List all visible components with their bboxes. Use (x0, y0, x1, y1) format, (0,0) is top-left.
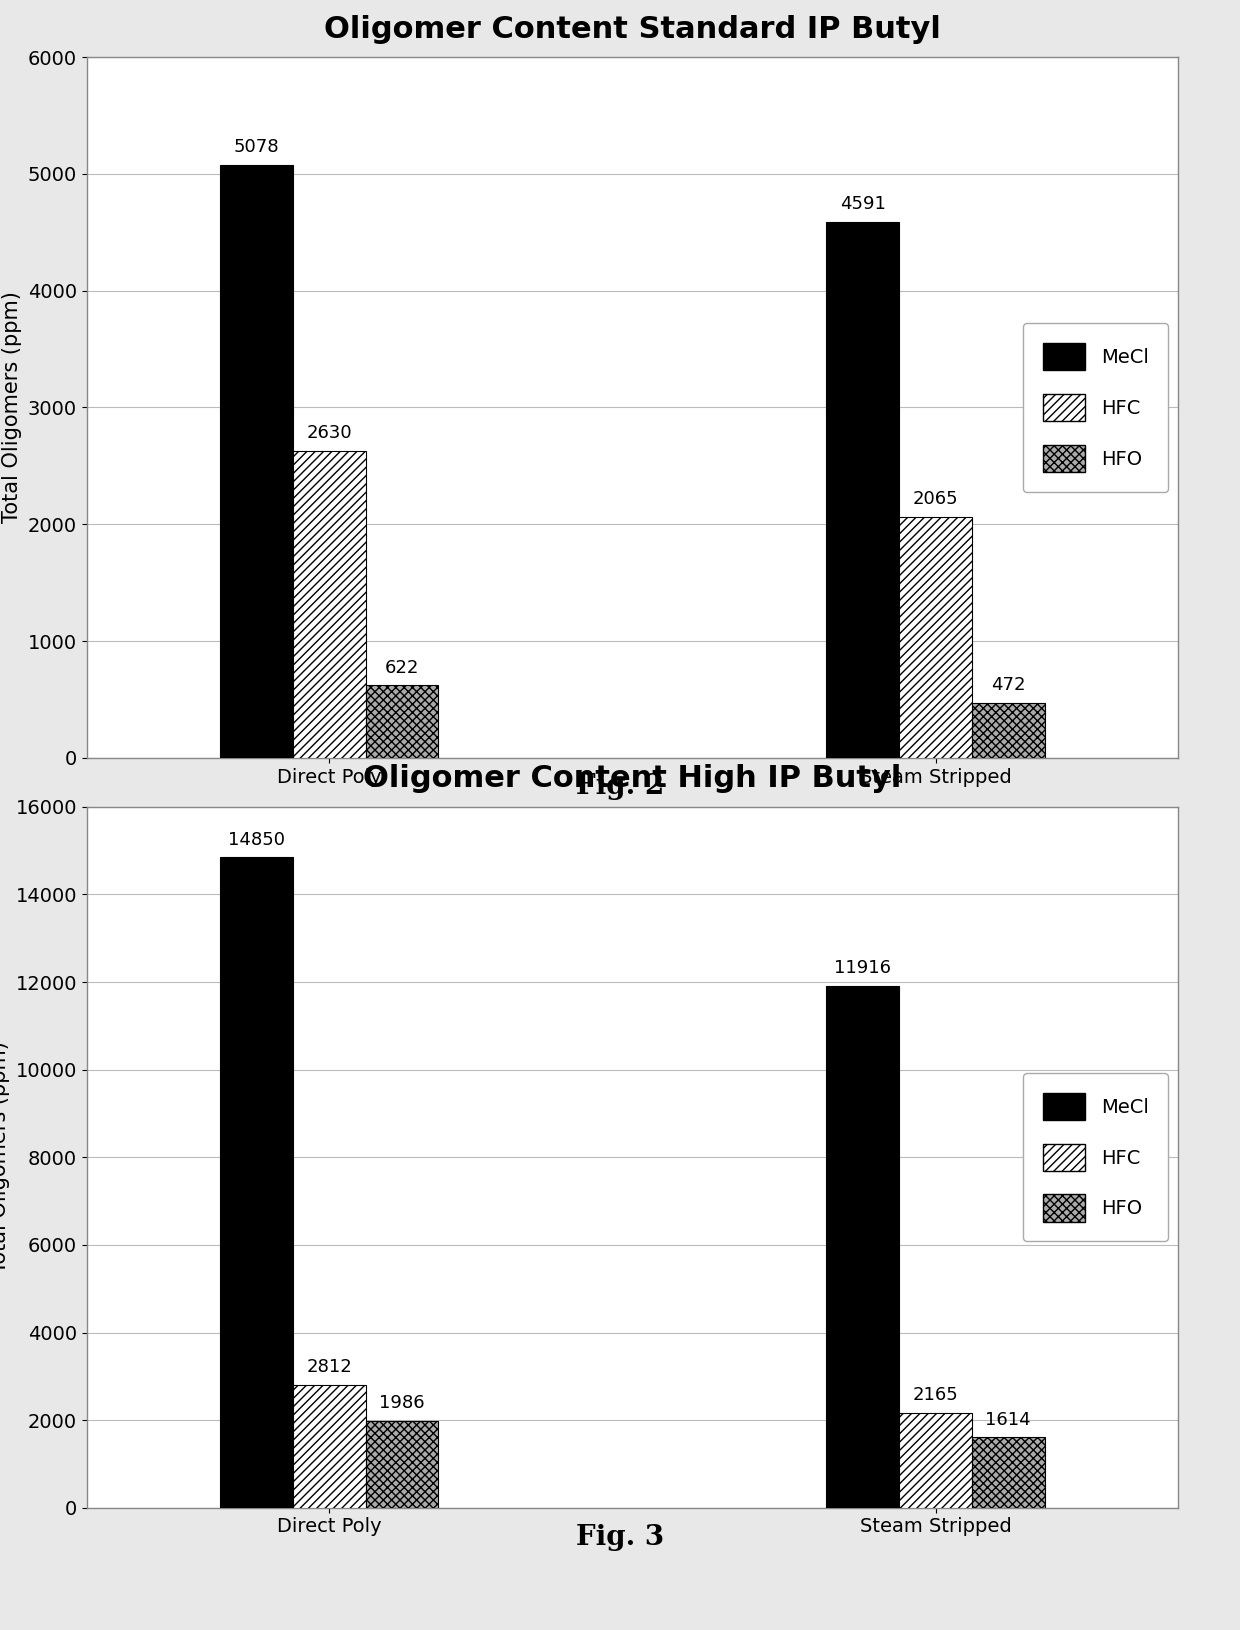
Text: 2065: 2065 (913, 491, 959, 509)
Bar (899, 517, 972, 758)
Text: 2812: 2812 (306, 1358, 352, 1376)
Bar (221, 857, 293, 1508)
Bar (221, 165, 293, 758)
Text: 5078: 5078 (233, 139, 279, 156)
Bar (293, 452, 366, 758)
Text: 1986: 1986 (379, 1394, 425, 1412)
Legend: MeCl, HFC, HFO: MeCl, HFC, HFO (1023, 1073, 1168, 1242)
Text: 472: 472 (991, 676, 1025, 694)
Text: 2165: 2165 (913, 1387, 959, 1405)
Title: Oligomer Content High IP Butyl: Oligomer Content High IP Butyl (363, 764, 901, 794)
Bar (972, 703, 1044, 758)
Text: 14850: 14850 (228, 831, 285, 849)
Y-axis label: Total Oligomers (ppm): Total Oligomers (ppm) (2, 292, 22, 523)
Bar (972, 1438, 1044, 1508)
Bar (366, 685, 439, 758)
Text: 622: 622 (384, 659, 419, 676)
Text: 2630: 2630 (306, 424, 352, 442)
Text: 1614: 1614 (986, 1410, 1032, 1428)
Text: 4591: 4591 (839, 196, 885, 214)
Bar (826, 222, 899, 758)
Text: 11916: 11916 (835, 960, 892, 978)
Bar (366, 1421, 439, 1508)
Bar (826, 986, 899, 1508)
Y-axis label: Total Oligomers (ppm): Total Oligomers (ppm) (0, 1042, 10, 1273)
Title: Oligomer Content Standard IP Butyl: Oligomer Content Standard IP Butyl (324, 15, 941, 44)
Bar (293, 1384, 366, 1508)
Legend: MeCl, HFC, HFO: MeCl, HFC, HFO (1023, 323, 1168, 492)
Text: Fig. 3: Fig. 3 (575, 1524, 665, 1552)
Bar (899, 1413, 972, 1508)
Text: Fig. 2: Fig. 2 (575, 773, 665, 800)
